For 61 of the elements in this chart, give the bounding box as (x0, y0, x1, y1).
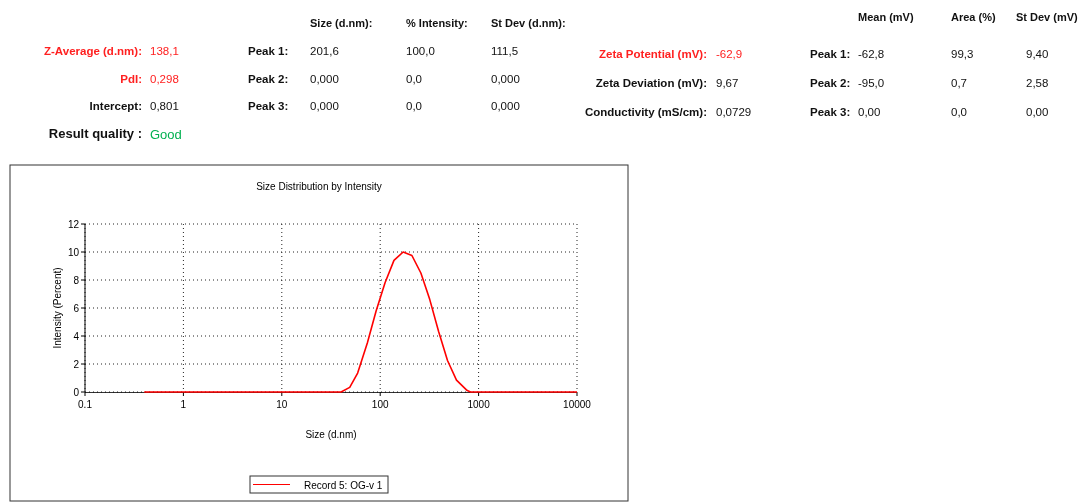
text: Peak 3: (248, 100, 289, 112)
x-tick-label: 100 (371, 399, 389, 410)
y-axis-title: Intensity (Percent) (52, 267, 63, 349)
text: Z-Average (d.nm): (44, 45, 142, 57)
chart-title: Size Distribution by Intensity (256, 181, 382, 192)
text: Peak 2: (810, 77, 851, 89)
text: Size (d.nm): (310, 17, 373, 29)
text: Conductivity (mS/cm): (584, 106, 707, 118)
y-tick-label: 6 (73, 302, 80, 314)
y-tick-label: 10 (67, 246, 80, 258)
text: 0,00 (1026, 106, 1049, 118)
text: Peak 2: (248, 73, 289, 85)
text: Mean (mV) (858, 11, 914, 23)
legend-label: Record 5: OG-v 1 (304, 480, 383, 491)
text: Area (%) (951, 11, 996, 23)
text: -62,9 (716, 48, 743, 60)
y-tick-label: 8 (73, 274, 80, 286)
text: 0,00 (858, 106, 881, 118)
text: 9,40 (1026, 48, 1049, 60)
text: Zeta Deviation (mV): (595, 77, 707, 89)
y-tick-label: 12 (67, 218, 80, 230)
text: 111,5 (491, 45, 519, 57)
text: 100,0 (406, 45, 435, 57)
text: Peak 1: (248, 45, 289, 57)
text: 0,298 (150, 73, 179, 85)
x-tick-label: 1000 (467, 399, 491, 410)
text: 2,58 (1026, 77, 1049, 89)
x-axis-title: Size (d.nm) (305, 429, 357, 440)
y-tick-label: 0 (73, 386, 80, 398)
text: 0,000 (310, 100, 339, 112)
text: 0,000 (491, 100, 520, 112)
text: 0,0 (951, 106, 967, 118)
text: St Dev (mV) (1016, 11, 1079, 23)
x-tick-label: 10000 (563, 399, 592, 410)
text: Good (150, 127, 182, 142)
text: 0,000 (491, 73, 520, 85)
text: 201,6 (310, 45, 339, 57)
text: Peak 1: (810, 48, 851, 60)
text: 99,3 (951, 48, 974, 60)
text: 0,7 (951, 77, 967, 89)
text: Peak 3: (810, 106, 851, 118)
text: % Intensity: (406, 17, 468, 29)
text: 0,801 (150, 100, 179, 112)
text: Result quality : (48, 126, 142, 141)
x-tick-label: 1 (180, 399, 187, 410)
x-tick-label: 10 (276, 399, 288, 410)
text: -62,8 (858, 48, 885, 60)
text: -95,0 (858, 77, 885, 89)
y-tick-label: 4 (73, 330, 80, 342)
text: St Dev (d.nm): (491, 17, 566, 29)
text: Intercept: (89, 100, 142, 112)
text: 0,000 (310, 73, 339, 85)
text: 138,1 (150, 45, 179, 57)
text: 9,67 (716, 77, 739, 89)
x-tick-label: 0.1 (78, 399, 93, 410)
y-tick-label: 2 (73, 358, 80, 370)
text: PdI: (120, 73, 142, 85)
text: Zeta Potential (mV): (599, 48, 707, 60)
text: 0,0729 (716, 106, 752, 118)
text: 0,0 (406, 100, 422, 112)
text: 0,0 (406, 73, 422, 85)
